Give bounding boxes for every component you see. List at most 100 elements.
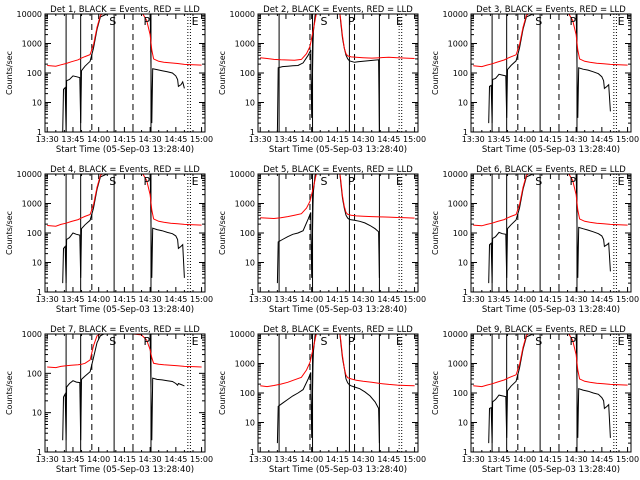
x-tick-label: 14:30 — [139, 455, 162, 464]
series-line-lld — [47, 174, 202, 227]
y-tick-label: 1 — [250, 128, 255, 137]
x-axis-label: Start Time (05-Sep-03 13:28:40) — [56, 465, 194, 475]
x-tick-label: 13:45 — [61, 455, 84, 464]
panel-title: Det 1, BLACK = Events, RED = LLD — [50, 5, 200, 15]
x-tick-label: 15:00 — [403, 455, 426, 464]
series-line-events — [62, 174, 109, 284]
y-tick-label: 1 — [37, 448, 42, 457]
series-line-events — [339, 334, 380, 444]
y-tick-label: 1 — [37, 128, 42, 137]
plot-frame — [470, 333, 632, 453]
marker-letter: P — [348, 15, 355, 28]
marker-letter: P — [348, 175, 355, 188]
series-line-lld — [260, 14, 415, 61]
plot-area — [260, 174, 415, 292]
marker-letter: S — [535, 175, 542, 188]
x-tick-label: 13:45 — [61, 295, 84, 304]
y-axis-label: Counts/sec — [5, 211, 14, 255]
x-tick-label: 13:45 — [487, 135, 510, 144]
marker-letter: P — [144, 335, 151, 348]
x-tick-label: 14:00 — [300, 135, 323, 144]
y-tick-label: 10 — [245, 419, 255, 428]
y-tick-label: 1 — [37, 288, 42, 297]
y-tick-label: 1000 — [235, 40, 255, 49]
marker-letter: E — [618, 335, 625, 348]
x-tick-label: 14:30 — [565, 295, 588, 304]
series-line-events — [62, 14, 109, 132]
x-tick-label: 14:45 — [590, 295, 613, 304]
x-tick-label: 14:00 — [87, 135, 110, 144]
x-tick-label: 13:30 — [249, 295, 272, 304]
marker-letter: E — [192, 15, 199, 28]
panel-title: Det 3, BLACK = Events, RED = LLD — [476, 5, 626, 15]
series-line-lld — [473, 334, 628, 388]
y-axis-label: Counts/sec — [5, 51, 14, 95]
plot-area — [473, 14, 628, 132]
x-tick-label: 15:00 — [403, 135, 426, 144]
x-tick-label: 13:30 — [36, 455, 59, 464]
panel-title: Det 8, BLACK = Events, RED = LLD — [263, 325, 413, 335]
y-axis-label: Counts/sec — [431, 371, 440, 415]
y-tick-label: 1000 — [448, 360, 468, 369]
plot-frame — [257, 333, 419, 453]
y-tick-label: 1 — [463, 288, 468, 297]
x-tick-label: 14:15 — [113, 455, 136, 464]
y-tick-label: 10 — [32, 99, 42, 108]
plot-frame — [470, 173, 632, 293]
y-axis-label: Counts/sec — [431, 211, 440, 255]
x-tick-label: 14:30 — [565, 455, 588, 464]
y-tick-label: 1000 — [448, 40, 468, 49]
marker-letter: S — [321, 335, 328, 348]
y-tick-label: 10000 — [443, 170, 468, 179]
x-axis-label: Start Time (05-Sep-03 13:28:40) — [269, 305, 407, 315]
plot-area — [260, 14, 415, 132]
marker-letter: S — [109, 335, 116, 348]
x-tick-label: 13:45 — [487, 455, 510, 464]
series-line-events — [488, 334, 535, 444]
x-tick-label: 14:45 — [377, 135, 400, 144]
x-tick-label: 13:30 — [36, 135, 59, 144]
y-tick-label: 1 — [463, 448, 468, 457]
panel-title: Det 7, BLACK = Events, RED = LLD — [50, 325, 200, 335]
x-axis-label: Start Time (05-Sep-03 13:28:40) — [482, 145, 620, 155]
y-tick-label: 100 — [27, 229, 42, 238]
y-axis-label: Counts/sec — [5, 371, 14, 415]
x-axis-label: Start Time (05-Sep-03 13:28:40) — [56, 145, 194, 155]
y-tick-label: 100 — [453, 229, 468, 238]
x-tick-label: 14:30 — [352, 135, 375, 144]
x-tick-label: 13:45 — [274, 135, 297, 144]
y-tick-label: 100 — [453, 69, 468, 78]
y-tick-label: 1000 — [22, 200, 42, 209]
x-tick-label: 13:45 — [274, 455, 297, 464]
series-line-events — [575, 174, 611, 278]
series-line-events — [488, 14, 535, 124]
x-tick-label: 13:30 — [462, 135, 485, 144]
marker-letter: E — [192, 335, 199, 348]
x-axis-label: Start Time (05-Sep-03 13:28:40) — [482, 305, 620, 315]
x-tick-label: 14:15 — [326, 295, 349, 304]
y-tick-label: 1000 — [235, 200, 255, 209]
y-tick-label: 10 — [458, 419, 468, 428]
series-line-events — [488, 174, 535, 284]
x-tick-label: 14:30 — [139, 135, 162, 144]
x-tick-label: 14:15 — [326, 455, 349, 464]
x-tick-label: 14:30 — [565, 135, 588, 144]
plot-frame — [44, 333, 206, 453]
panel-title: Det 4, BLACK = Events, RED = LLD — [50, 165, 200, 175]
x-tick-label: 14:45 — [377, 295, 400, 304]
x-tick-label: 13:30 — [462, 295, 485, 304]
y-tick-label: 10000 — [230, 330, 255, 339]
x-tick-label: 15:00 — [190, 135, 213, 144]
x-tick-label: 13:30 — [249, 135, 272, 144]
x-tick-label: 14:15 — [113, 295, 136, 304]
plot-area — [47, 334, 202, 452]
marker-letter: E — [618, 175, 625, 188]
x-tick-label: 13:30 — [249, 455, 272, 464]
y-tick-label: 10 — [245, 99, 255, 108]
marker-letter: E — [618, 15, 625, 28]
y-tick-label: 100 — [453, 389, 468, 398]
